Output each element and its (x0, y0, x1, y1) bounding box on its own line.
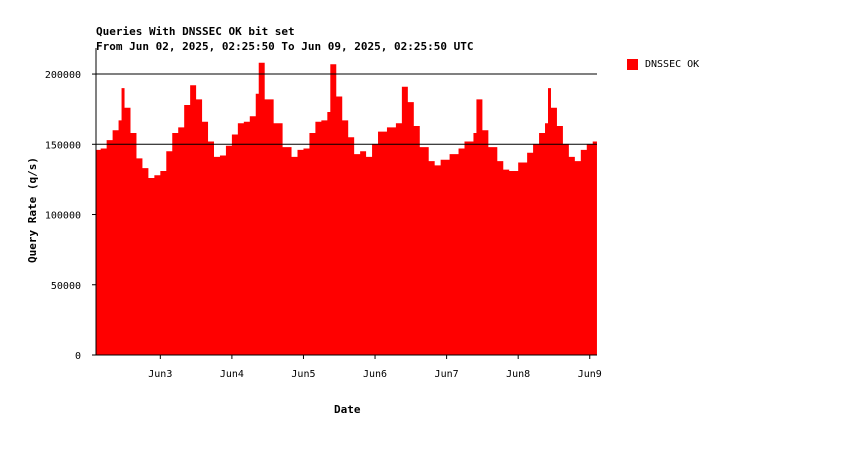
x-tick-label-1: Jun4 (220, 369, 244, 380)
legend-label: DNSSEC OK (645, 59, 700, 70)
y-axis-label: Query Rate (q/s) (26, 157, 39, 263)
x-tick-label-2: Jun5 (291, 369, 315, 380)
y-tick-label-3: 150000 (45, 140, 81, 151)
y-tick-label-1: 50000 (51, 281, 81, 292)
x-tick-label-3: Jun6 (363, 369, 387, 380)
legend-swatch (627, 59, 638, 70)
x-tick-label-6: Jun9 (578, 369, 602, 380)
chart-title: Queries With DNSSEC OK bit set (96, 25, 295, 38)
series-area-0 (95, 62, 597, 356)
x-tick-label-0: Jun3 (148, 369, 172, 380)
legend: DNSSEC OK (627, 59, 699, 70)
x-axis-label: Date (334, 403, 361, 416)
chart-subtitle: From Jun 02, 2025, 02:25:50 To Jun 09, 2… (96, 40, 474, 53)
x-tick-label-4: Jun7 (435, 369, 459, 380)
y-tick-label-0: 0 (75, 351, 81, 362)
y-tick-label-4: 200000 (45, 70, 81, 81)
x-tick-label-5: Jun8 (506, 369, 530, 380)
y-tick-label-2: 100000 (45, 211, 81, 222)
